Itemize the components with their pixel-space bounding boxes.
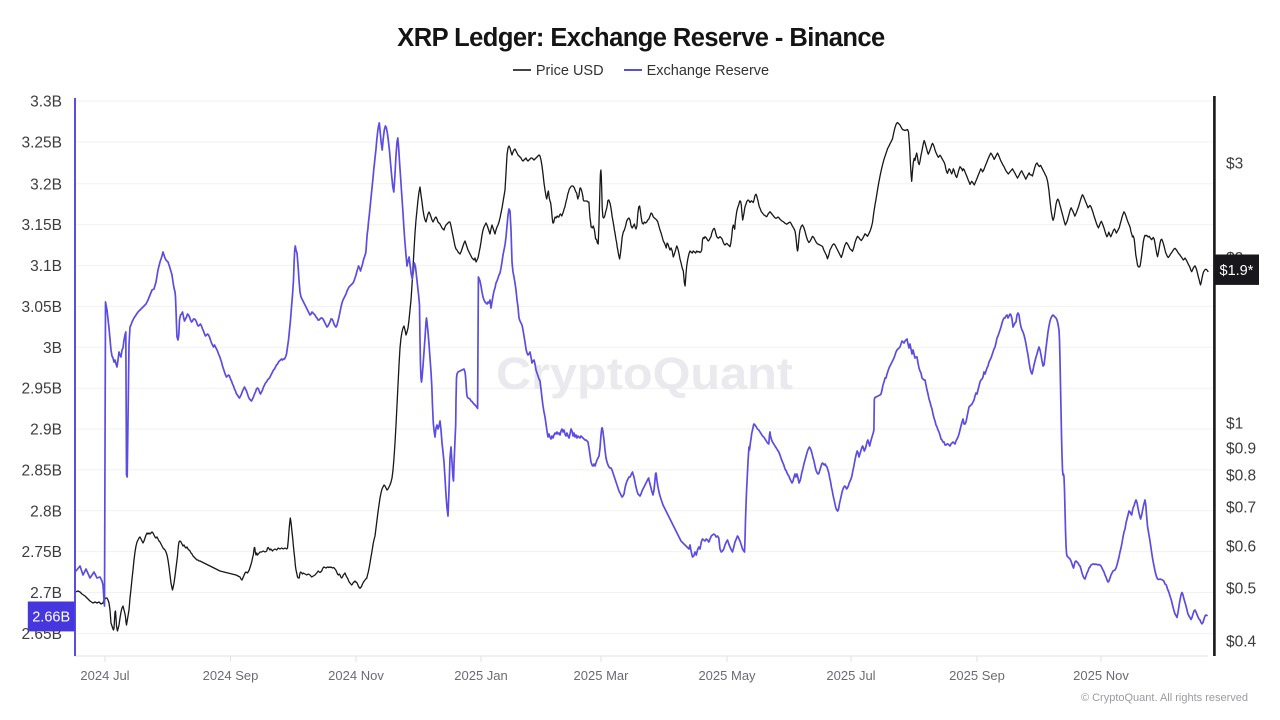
svg-text:$3: $3 <box>1226 156 1243 173</box>
svg-text:2.7B: 2.7B <box>30 585 62 602</box>
svg-text:2024 Nov: 2024 Nov <box>328 668 384 683</box>
svg-text:3B: 3B <box>43 340 62 357</box>
svg-text:2025 Mar: 2025 Mar <box>574 668 630 683</box>
svg-text:2.9B: 2.9B <box>30 422 62 439</box>
svg-text:3.25B: 3.25B <box>21 135 62 152</box>
svg-text:$0.6: $0.6 <box>1226 539 1256 556</box>
svg-text:3.05B: 3.05B <box>21 299 62 316</box>
svg-text:$0.4: $0.4 <box>1226 634 1257 651</box>
svg-text:$0.5: $0.5 <box>1226 581 1256 598</box>
svg-text:2.95B: 2.95B <box>21 381 62 398</box>
svg-text:2.66B: 2.66B <box>32 610 70 626</box>
svg-text:2025 May: 2025 May <box>698 668 756 683</box>
svg-text:2.85B: 2.85B <box>21 462 62 479</box>
svg-text:2.75B: 2.75B <box>21 544 62 561</box>
svg-text:$1: $1 <box>1226 416 1243 433</box>
svg-text:$0.7: $0.7 <box>1226 500 1256 517</box>
svg-text:2024 Jul: 2024 Jul <box>80 668 129 683</box>
svg-text:2025 Jan: 2025 Jan <box>454 668 508 683</box>
svg-text:2.8B: 2.8B <box>30 503 62 520</box>
svg-text:3.15B: 3.15B <box>21 217 62 234</box>
svg-text:$0.9: $0.9 <box>1226 441 1256 458</box>
svg-text:2024 Sep: 2024 Sep <box>203 668 259 683</box>
svg-text:2025 Nov: 2025 Nov <box>1073 668 1129 683</box>
svg-text:$1.9*: $1.9* <box>1220 263 1254 279</box>
svg-text:CryptoQuant: CryptoQuant <box>496 348 793 399</box>
svg-text:3.1B: 3.1B <box>30 258 62 275</box>
svg-text:$0.8: $0.8 <box>1226 468 1256 485</box>
svg-text:2025 Jul: 2025 Jul <box>826 668 875 683</box>
svg-text:3.2B: 3.2B <box>30 176 62 193</box>
svg-text:2025 Sep: 2025 Sep <box>949 668 1005 683</box>
svg-text:3.3B: 3.3B <box>30 94 62 111</box>
